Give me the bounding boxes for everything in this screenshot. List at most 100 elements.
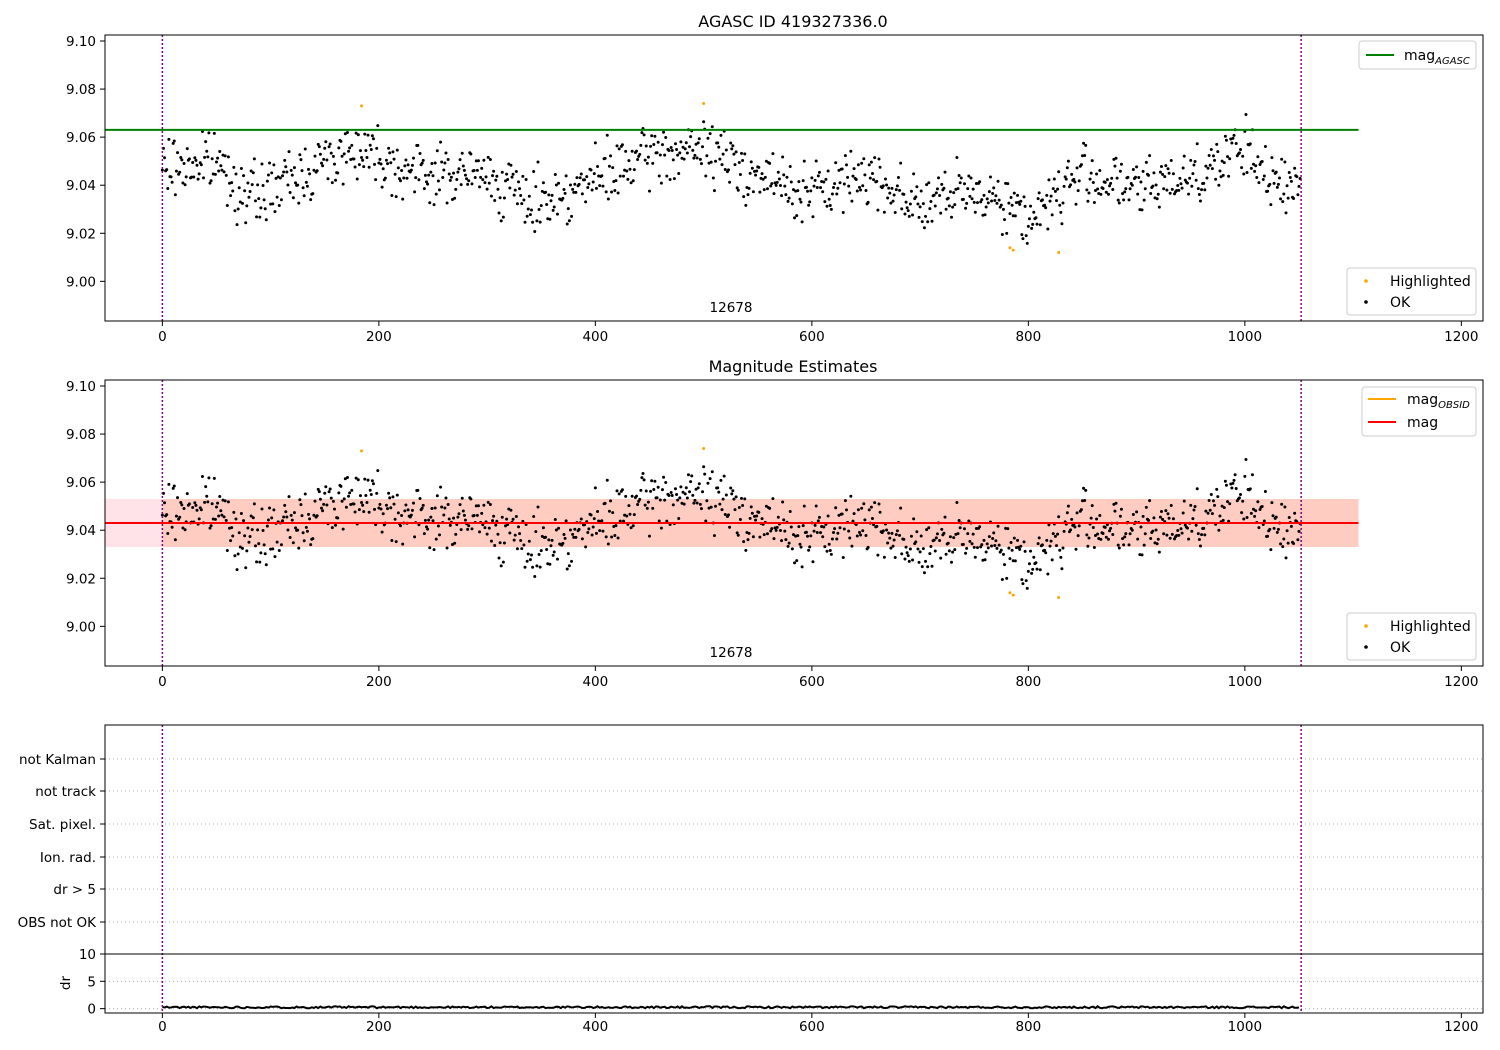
ok-point <box>893 555 897 559</box>
ok-point <box>309 543 313 547</box>
highlighted-point <box>702 101 706 105</box>
ok-point <box>622 519 626 523</box>
panel2-plot-area <box>105 380 1359 666</box>
ok-point <box>1182 154 1186 158</box>
ok-point <box>1035 567 1039 571</box>
ok-point <box>921 202 925 206</box>
ok-point <box>717 490 721 494</box>
ok-point <box>793 561 797 565</box>
ok-point <box>410 163 414 167</box>
ok-point <box>656 140 660 144</box>
ok-point <box>401 542 405 546</box>
ok-point <box>825 549 829 553</box>
y-tick-label: 9.10 <box>66 34 96 50</box>
ok-point <box>1155 197 1159 201</box>
ok-point <box>452 171 456 175</box>
ok-point <box>305 184 309 188</box>
ok-point <box>200 474 204 478</box>
ok-point <box>906 554 910 558</box>
ok-point <box>784 193 788 197</box>
ok-point <box>1031 222 1035 226</box>
ok-point <box>245 204 249 208</box>
ok-point <box>727 168 731 172</box>
ok-point <box>565 222 569 226</box>
ok-point <box>474 504 478 508</box>
ok-point <box>875 524 879 528</box>
ok-point <box>501 560 505 564</box>
ok-point <box>580 537 584 541</box>
ok-point <box>497 211 501 215</box>
ok-point <box>1257 526 1261 530</box>
ok-point <box>426 182 430 186</box>
ok-point <box>466 182 470 186</box>
ok-point <box>567 219 571 223</box>
ok-point <box>554 528 558 532</box>
ok-point <box>762 188 766 192</box>
ok-point <box>219 164 223 168</box>
ok-point <box>749 505 753 509</box>
ok-point <box>742 195 746 199</box>
ok-point <box>632 168 636 172</box>
ok-point <box>496 187 500 191</box>
panel2-y-axis: 9.009.029.049.069.089.10 <box>66 379 105 635</box>
ok-point <box>184 175 188 179</box>
ok-point <box>813 523 817 527</box>
ok-point <box>446 158 450 162</box>
ok-point <box>248 189 252 193</box>
ok-point <box>870 516 874 520</box>
ok-point <box>1099 192 1103 196</box>
ok-point <box>433 161 437 165</box>
ok-point <box>224 173 228 177</box>
ok-point <box>485 187 489 191</box>
ok-point <box>670 493 674 497</box>
ok-point <box>628 167 632 171</box>
y-tick-label: 9.00 <box>66 619 96 635</box>
ok-point <box>1194 523 1198 527</box>
ok-point <box>191 505 195 509</box>
ok-point <box>587 527 591 531</box>
ok-point <box>757 165 761 169</box>
ok-point <box>341 527 345 531</box>
ok-point <box>642 478 646 482</box>
ok-point <box>605 133 609 137</box>
ok-point <box>340 499 344 503</box>
ok-point <box>402 176 406 180</box>
ok-point <box>895 529 899 533</box>
ok-point <box>915 530 919 534</box>
ok-point <box>481 178 485 182</box>
ok-point <box>586 531 590 535</box>
ok-point <box>1185 181 1189 185</box>
ok-point <box>709 160 713 164</box>
ok-point <box>458 158 462 162</box>
ok-point <box>404 503 408 507</box>
ok-point <box>817 170 821 174</box>
category-label: OBS not OK <box>18 915 98 931</box>
ok-point <box>889 546 893 550</box>
ok-point <box>1148 499 1152 503</box>
ok-point <box>652 487 656 491</box>
ok-point <box>244 221 248 225</box>
ok-point <box>375 491 379 495</box>
ok-point <box>166 532 170 536</box>
ok-point <box>971 532 975 536</box>
ok-point <box>827 197 831 201</box>
ok-point <box>1217 528 1221 532</box>
ok-point <box>199 163 203 167</box>
ok-point <box>840 512 844 516</box>
ok-point <box>573 182 577 186</box>
ok-point <box>160 513 164 517</box>
ok-point <box>500 515 504 519</box>
ok-point <box>833 527 837 531</box>
ok-point <box>1209 148 1213 152</box>
ok-point <box>894 188 898 192</box>
ok-point <box>520 202 524 206</box>
ok-point <box>494 178 498 182</box>
ok-point <box>290 518 294 522</box>
ok-point <box>692 156 696 160</box>
ok-point <box>751 535 755 539</box>
ok-point <box>826 169 830 173</box>
ok-point <box>436 179 440 183</box>
ok-point <box>440 160 444 164</box>
ok-point <box>1252 162 1256 166</box>
ok-point <box>246 181 250 185</box>
